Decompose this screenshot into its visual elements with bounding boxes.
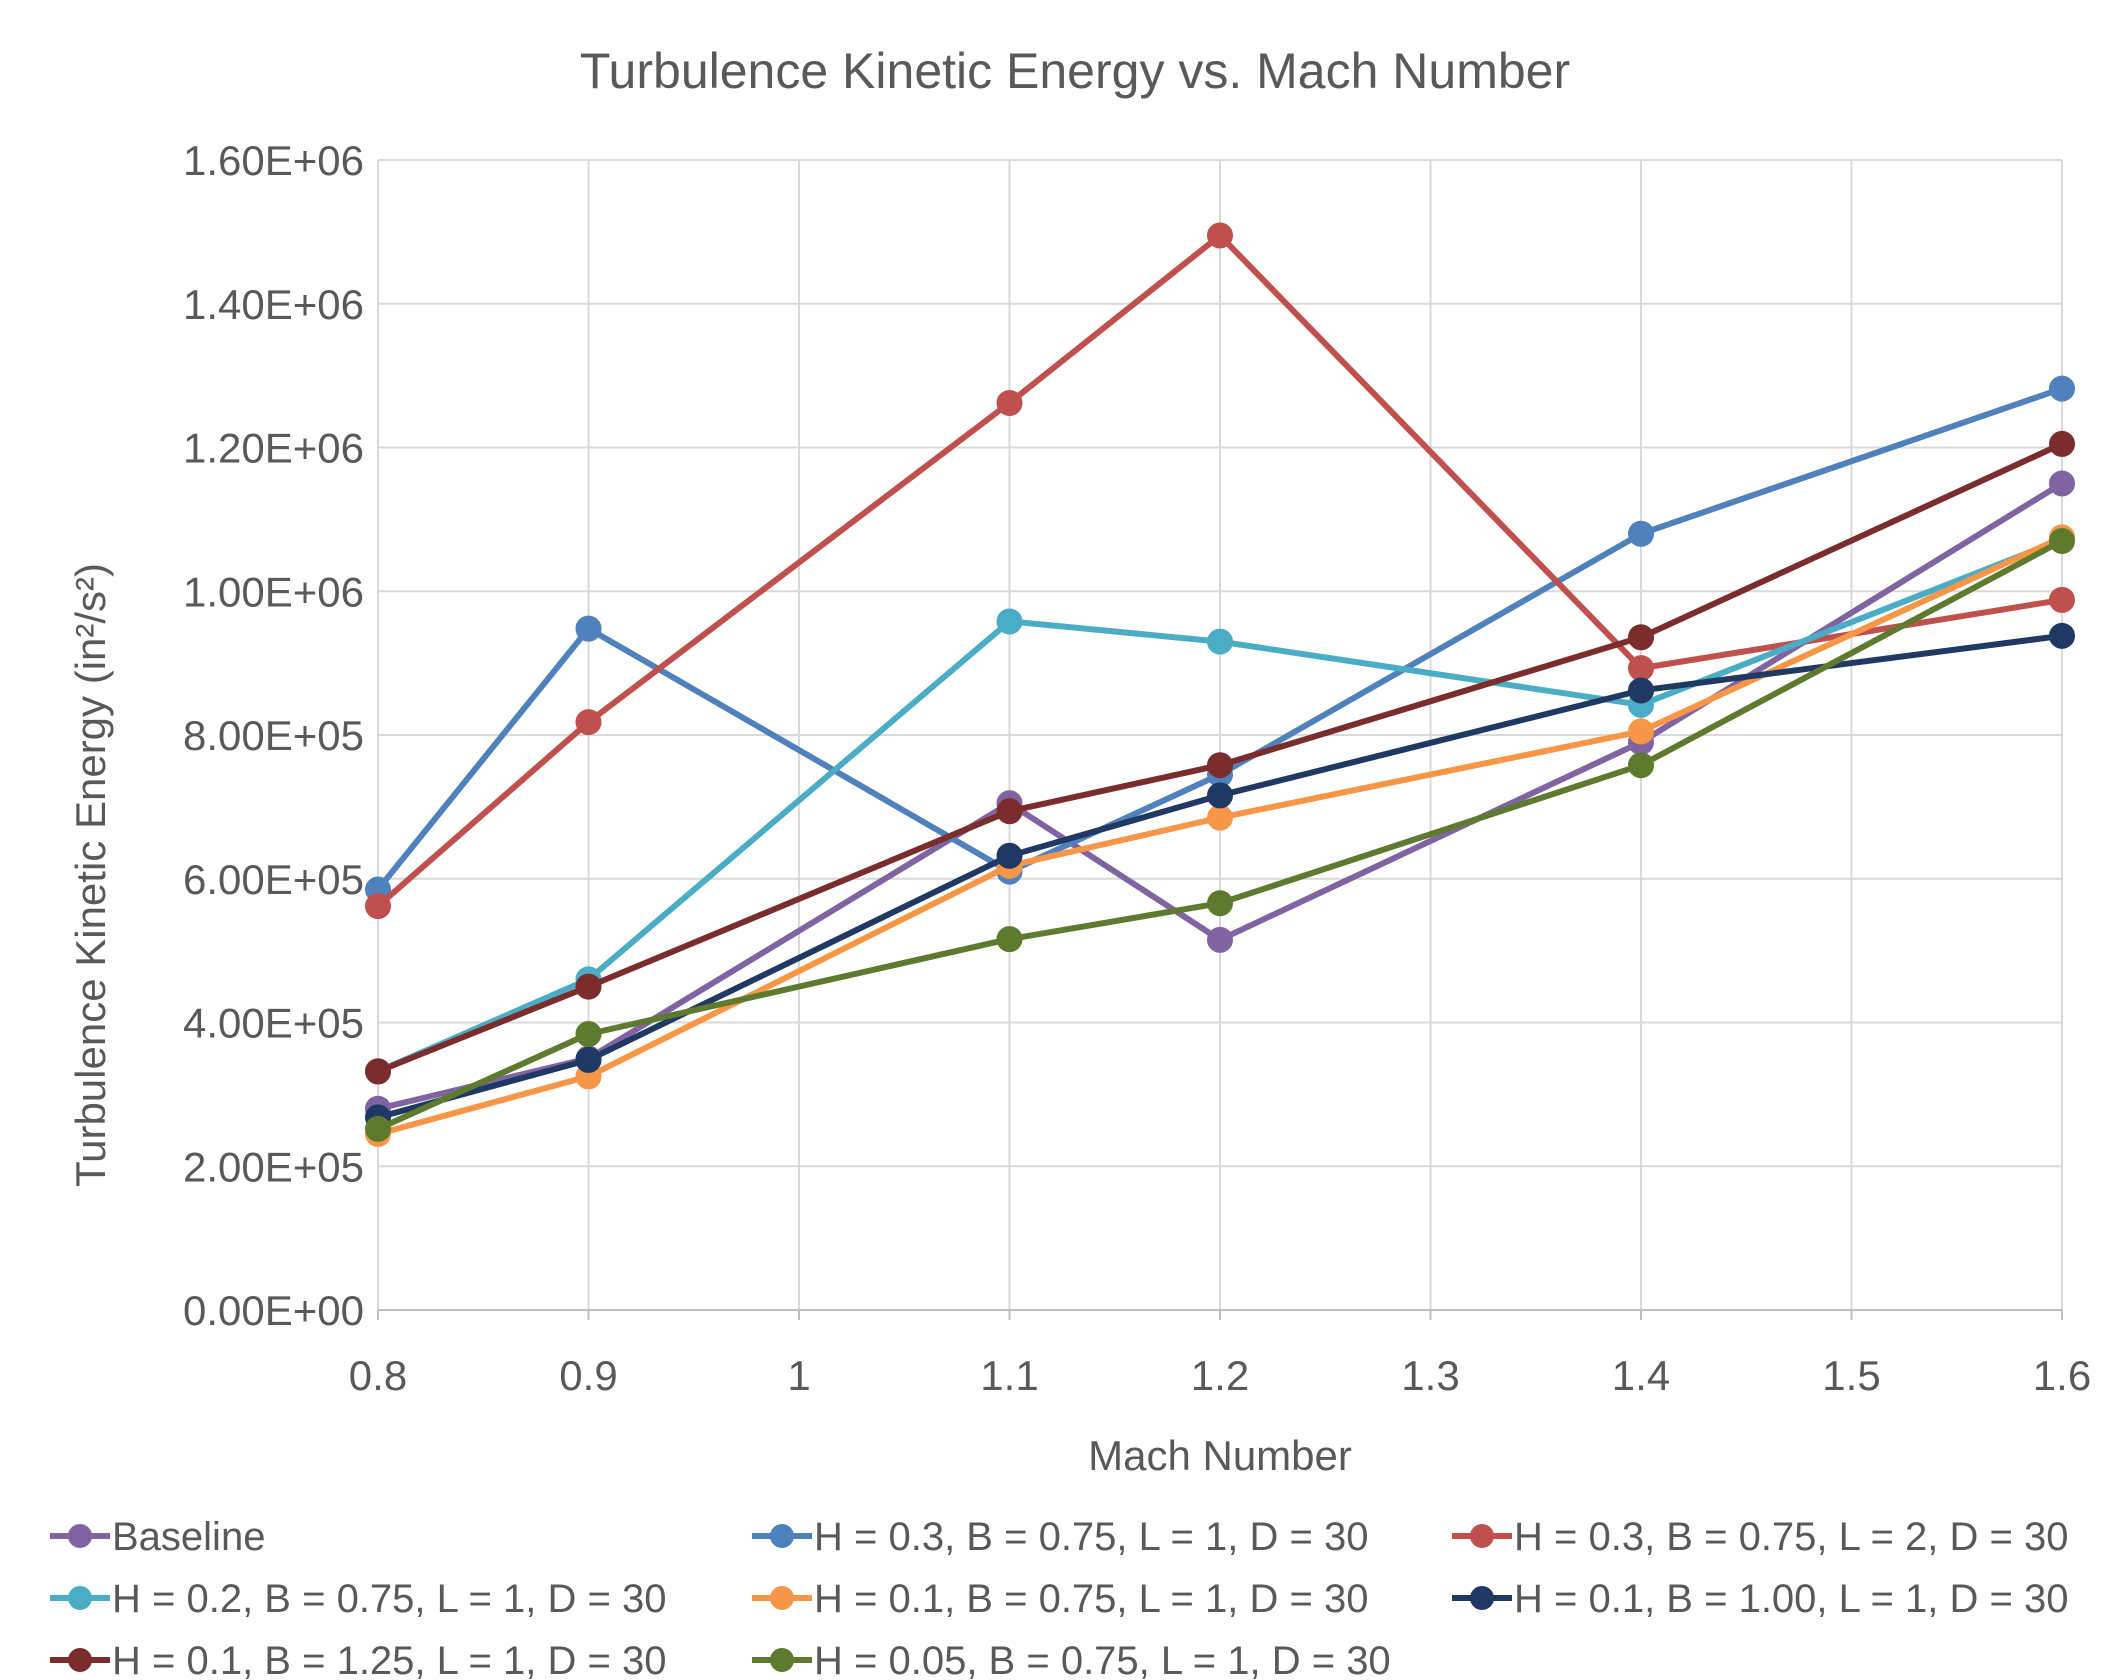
legend-label: H = 0.1, B = 0.75, L = 1, D = 30 (814, 1577, 1368, 1621)
legend-label: H = 0.05, B = 0.75, L = 1, D = 30 (814, 1639, 1391, 1680)
data-point (996, 842, 1023, 869)
x-tick-label: 1.2 (1191, 1352, 1249, 1399)
x-tick-label: 1.6 (2033, 1352, 2091, 1399)
legend-label: H = 0.1, B = 1.25, L = 1, D = 30 (112, 1639, 666, 1680)
legend-label: H = 0.2, B = 0.75, L = 1, D = 30 (112, 1577, 666, 1621)
data-point (2049, 586, 2075, 613)
legend-swatch-marker (68, 1648, 92, 1672)
grid (378, 159, 2063, 1310)
legend-item: H = 0.05, B = 0.75, L = 1, D = 30 (752, 1639, 1391, 1680)
legend-label: H = 0.1, B = 1.00, L = 1, D = 30 (1514, 1577, 2068, 1621)
y-tick-label: 1.00E+06 (183, 568, 364, 615)
series-line (377, 632, 2063, 1121)
x-tick-label: 1.1 (980, 1352, 1038, 1399)
y-tick-label: 4.00E+05 (183, 1000, 364, 1047)
x-tick-label: 0.8 (349, 1352, 407, 1399)
data-point (2049, 470, 2075, 497)
y-tick-label: 1.20E+06 (183, 425, 364, 472)
data-point (2049, 375, 2075, 402)
legend-item: H = 0.2, B = 0.75, L = 1, D = 30 (50, 1577, 666, 1621)
legend-swatch-marker (770, 1524, 794, 1548)
data-point (1207, 926, 1233, 953)
y-tick-label: 1.40E+06 (183, 281, 364, 328)
y-tick-label: 6.00E+05 (183, 856, 364, 903)
data-point (1207, 752, 1233, 779)
series-7 (365, 430, 2075, 1085)
legend-label: Baseline (112, 1515, 265, 1559)
legend-item: H = 0.3, B = 0.75, L = 2, D = 30 (1452, 1515, 2068, 1559)
data-point (365, 893, 391, 920)
series-layer (365, 222, 2075, 1147)
legend-item: H = 0.1, B = 1.00, L = 1, D = 30 (1452, 1577, 2068, 1621)
chart-title: Turbulence Kinetic Energy vs. Mach Numbe… (580, 43, 1570, 99)
data-point (996, 798, 1023, 825)
legend-item: H = 0.1, B = 1.25, L = 1, D = 30 (50, 1639, 666, 1680)
data-point (1207, 804, 1233, 831)
legend-label: H = 0.3, B = 0.75, L = 1, D = 30 (814, 1515, 1368, 1559)
y-axis-label: Turbulence Kinetic Energy (in²/s²) (67, 563, 114, 1187)
data-point (575, 1021, 602, 1047)
legend-swatch-marker (68, 1586, 92, 1610)
data-point (2049, 527, 2075, 554)
data-point (2049, 622, 2075, 649)
series-8 (365, 527, 2075, 1142)
data-point (1207, 628, 1233, 655)
y-tick-label: 1.60E+06 (183, 137, 364, 184)
data-point (575, 709, 602, 736)
data-point (1207, 782, 1233, 809)
legend-item: Baseline (50, 1515, 265, 1559)
data-point (365, 1058, 391, 1085)
legend: Baseline H = 0.3, B = 0.75, L = 1, D = 30… (50, 1515, 2068, 1680)
data-point (1628, 624, 1654, 651)
data-point (1628, 520, 1654, 547)
y-tick-label: 0.00E+00 (183, 1287, 364, 1334)
legend-label: H = 0.3, B = 0.75, L = 2, D = 30 (1514, 1515, 2068, 1559)
data-point (2049, 430, 2075, 457)
data-point (1628, 752, 1654, 779)
legend-swatch-marker (1470, 1524, 1494, 1548)
legend-swatch-marker (68, 1524, 92, 1548)
data-point (575, 615, 602, 642)
data-point (996, 608, 1023, 635)
data-point (1628, 655, 1654, 682)
legend-swatch-marker (770, 1586, 794, 1610)
data-point (575, 1046, 602, 1073)
data-point (365, 1115, 391, 1142)
x-tick-label: 1 (787, 1352, 810, 1399)
legend-swatch-marker (1470, 1586, 1494, 1610)
y-tick-label: 2.00E+05 (183, 1143, 364, 1190)
x-tick-label: 1.3 (1401, 1352, 1459, 1399)
series-line (376, 441, 2064, 1075)
data-point (996, 926, 1023, 953)
data-point (996, 389, 1023, 416)
data-point (1628, 718, 1654, 745)
series-line (376, 538, 2064, 1132)
legend-swatch-marker (770, 1648, 794, 1672)
legend-item: H = 0.1, B = 0.75, L = 1, D = 30 (752, 1577, 1368, 1621)
data-point (1207, 890, 1233, 917)
y-axis-ticks: 0.00E+00 2.00E+05 4.00E+05 6.00E+05 8.00E+05… (183, 137, 364, 1334)
series-line (376, 232, 2063, 909)
x-axis-label: Mach Number (1088, 1432, 1352, 1479)
series-line (377, 534, 2064, 1137)
x-axis-ticks: 0.8 0.9 1 1.1 1.2 1.3 1.4 1.5 1.6 (349, 1352, 2091, 1399)
data-point (575, 973, 602, 1000)
y-tick-label: 8.00E+05 (183, 712, 364, 759)
x-tick-label: 1.5 (1822, 1352, 1880, 1399)
series-3 (365, 222, 2075, 920)
x-tick-label: 0.9 (559, 1352, 617, 1399)
series-line (376, 536, 2064, 1075)
legend-item: H = 0.3, B = 0.75, L = 1, D = 30 (752, 1515, 1368, 1559)
x-tick-label: 1.4 (1612, 1352, 1670, 1399)
data-point (1628, 677, 1654, 704)
data-point (1207, 222, 1233, 249)
